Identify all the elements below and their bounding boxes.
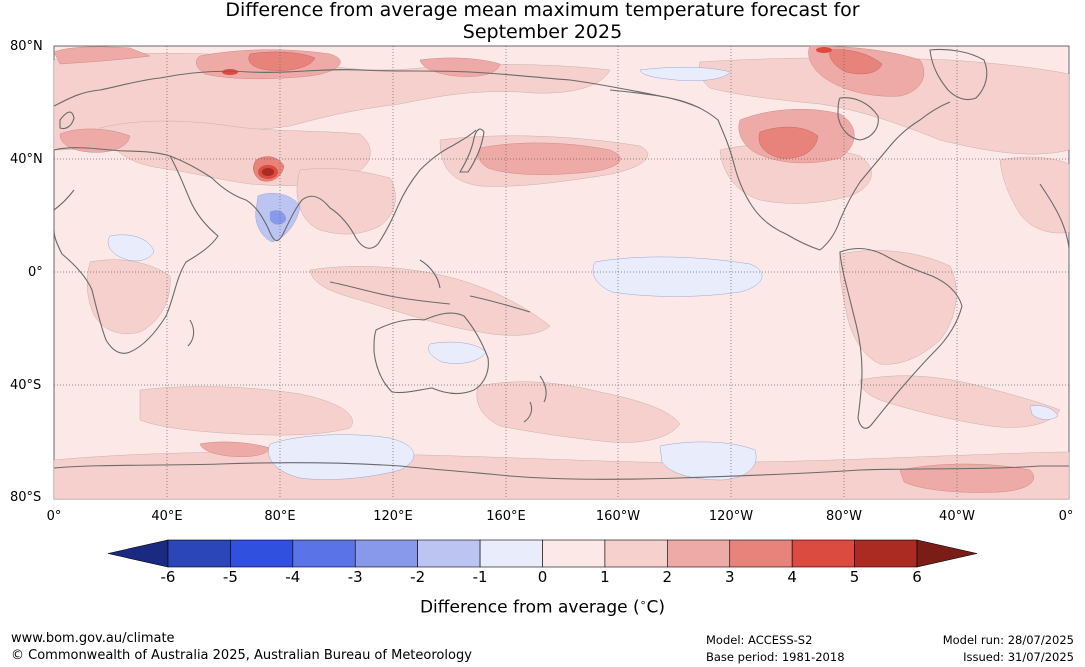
- lon-label-0: 0°: [46, 509, 62, 524]
- colorbar-cells: [107, 539, 978, 568]
- footer-copyright: © Commonwealth of Australia 2025, Austra…: [11, 648, 472, 663]
- lon-label-120w: 120°W: [708, 509, 754, 524]
- colorbar-cell: [604, 539, 668, 568]
- lat-label-80s: 80°S: [10, 490, 42, 505]
- colorbar-tick-label: 2: [662, 568, 673, 586]
- lat-label-40n: 40°N: [10, 152, 43, 167]
- colorbar-cell: [230, 539, 294, 568]
- colorbar-cell: [292, 539, 356, 568]
- graticule: [54, 46, 1069, 499]
- footer-base-period: Base period: 1981-2018: [706, 650, 845, 664]
- lat-label-0: 0°: [28, 265, 43, 280]
- colorbar-tick-label: 5: [849, 568, 860, 586]
- colorbar-tick-label: -3: [347, 568, 363, 586]
- lon-label-120e: 120°E: [373, 509, 413, 524]
- lon-label-80e: 80°E: [264, 509, 296, 524]
- lon-label-0-right: 0°: [1058, 509, 1074, 524]
- colorbar-tick-label: 4: [787, 568, 797, 586]
- colorbar-cell: [542, 539, 606, 568]
- lon-label-160e: 160°E: [486, 509, 526, 524]
- footer-model-run: Model run: 28/07/2025: [942, 633, 1074, 647]
- colorbar-cell: [791, 539, 855, 568]
- lon-label-40e: 40°E: [151, 509, 183, 524]
- colorbar-tick-label: 6: [912, 568, 922, 586]
- colorbar-label-unit: C): [646, 597, 666, 618]
- lon-label-160w: 160°W: [595, 509, 641, 524]
- map-title-line1: Difference from average mean maximum tem…: [225, 0, 860, 21]
- footer-model: Model: ACCESS-S2: [706, 633, 813, 647]
- colorbar-cell: [667, 539, 731, 568]
- coastlines: [53, 48, 1070, 480]
- colorbar-label-degree: ∘: [639, 596, 647, 609]
- colorbar-cell: [729, 539, 793, 568]
- lat-label-40s: 40°S: [10, 378, 42, 393]
- lon-label-80w: 80°W: [826, 509, 862, 524]
- footer-issued: Issued: 31/07/2025: [963, 650, 1074, 664]
- colorbar-tick-label: -1: [472, 568, 488, 586]
- lat-label-80n: 80°N: [10, 39, 43, 54]
- colorbar-tick-label: -6: [160, 568, 176, 586]
- colorbar-extend-low: [107, 539, 169, 568]
- colorbar-tick-label: -5: [222, 568, 238, 586]
- colorbar-cell: [167, 539, 231, 568]
- footer-url: www.bom.gov.au/climate: [11, 631, 175, 646]
- anomaly-high-regions: [222, 47, 832, 179]
- colorbar-label: Difference from average (∘C): [0, 596, 1085, 618]
- colorbar-cell: [854, 539, 918, 568]
- colorbar-label-text: Difference from average (: [419, 597, 640, 618]
- colorbar-tick-label: 3: [724, 568, 735, 586]
- colorbar-extend-high: [916, 539, 978, 568]
- map-title-line2: September 2025: [462, 21, 623, 43]
- colorbar-cell: [354, 539, 418, 568]
- lon-label-40w: 40°W: [939, 509, 975, 524]
- colorbar-tick-label: -4: [285, 568, 301, 586]
- colorbar-cell: [417, 539, 481, 568]
- colorbar-tick-label: 0: [537, 568, 548, 586]
- colorbar-tick-label: -2: [410, 568, 426, 586]
- colorbar-cell: [479, 539, 543, 568]
- anomaly-below-average-regions: [107, 66, 1059, 481]
- colorbar-tick-label: 1: [600, 568, 610, 586]
